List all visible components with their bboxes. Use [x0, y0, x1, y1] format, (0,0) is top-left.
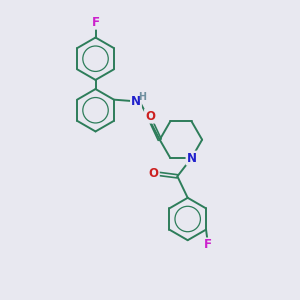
Text: N: N	[187, 152, 196, 165]
Text: H: H	[138, 92, 146, 102]
Text: O: O	[149, 167, 159, 181]
Text: F: F	[203, 238, 211, 251]
Text: O: O	[145, 110, 155, 123]
Text: N: N	[131, 94, 141, 108]
Text: F: F	[92, 16, 100, 29]
